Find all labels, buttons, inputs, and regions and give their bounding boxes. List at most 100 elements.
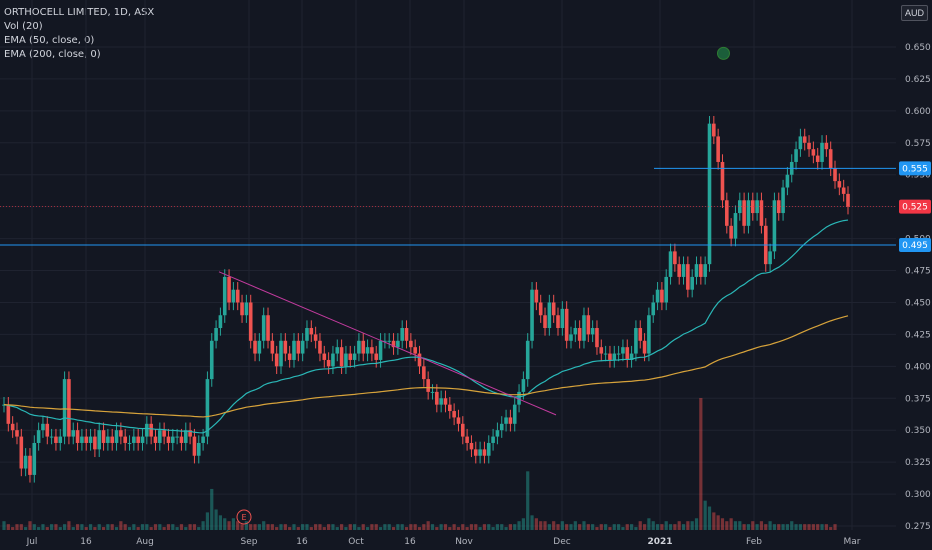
candle-body: [564, 308, 569, 341]
candle: [365, 339, 370, 362]
volume-bar: [378, 527, 383, 530]
candle-body: [465, 436, 469, 443]
candle-body: [313, 334, 318, 341]
candle: [621, 339, 625, 362]
currency-button[interactable]: AUD: [900, 5, 928, 21]
volume-bar: [75, 524, 80, 530]
candle-body: [218, 315, 223, 329]
price-tag-box: [899, 161, 931, 176]
candle-body: [413, 347, 417, 354]
volume-bar: [681, 524, 686, 530]
volume-bar: [413, 524, 417, 530]
volume-bar: [391, 527, 396, 530]
candle: [551, 294, 556, 323]
volume-bar: [565, 524, 569, 530]
volume-bar: [352, 524, 357, 530]
volume-bar: [556, 524, 560, 530]
candle-body: [608, 353, 612, 360]
x-tick-label: Sep: [241, 537, 258, 547]
candle-body: [335, 347, 340, 354]
volume-bar: [625, 524, 629, 530]
candle: [344, 345, 348, 374]
volume-bar: [651, 521, 655, 530]
volume-bar: [132, 524, 136, 530]
candle-body: [322, 353, 327, 360]
y-tick-label: 0.400: [905, 362, 931, 372]
candle-body: [196, 442, 201, 456]
candle: [439, 390, 443, 413]
volume-bar: [2, 521, 6, 530]
volume-bar: [604, 524, 608, 530]
volume-bar: [543, 521, 547, 530]
volume-bar: [41, 524, 45, 530]
volume-bar: [240, 524, 244, 530]
candle: [465, 428, 469, 451]
volume-bar: [370, 524, 374, 530]
legend-title[interactable]: ORTHOCELL LIMITED, 1D, ASX: [4, 7, 155, 18]
candle: [448, 396, 452, 419]
candle-body: [586, 315, 591, 335]
candle: [629, 345, 634, 368]
y-tick-label: 0.600: [905, 107, 931, 117]
volume-bar: [759, 521, 764, 530]
volume-bar: [19, 524, 23, 530]
volume-bar: [314, 524, 318, 530]
candle-body: [534, 289, 539, 303]
candle-body: [357, 340, 361, 354]
candle-body: [660, 289, 664, 303]
candle: [84, 428, 89, 451]
candle: [313, 326, 318, 349]
candle: [171, 428, 175, 451]
candle: [292, 333, 296, 368]
volume-bar: [140, 524, 145, 530]
candle: [179, 428, 184, 451]
candle-body: [681, 264, 686, 277]
volume-bar: [668, 524, 673, 530]
candle: [158, 422, 162, 451]
volume-bar: [474, 524, 478, 530]
volume-bar: [383, 524, 387, 530]
volume-bar: [586, 524, 590, 530]
volume-bar: [591, 524, 595, 530]
candle: [586, 307, 591, 343]
candle: [97, 422, 102, 458]
candle: [32, 435, 37, 483]
candle-body: [720, 161, 725, 201]
candle: [409, 333, 413, 355]
price-tag: 0.525: [899, 199, 931, 214]
candle-body: [525, 340, 530, 380]
volume-bar: [452, 524, 456, 530]
volume-bar: [582, 521, 586, 530]
candle-body: [802, 136, 807, 143]
candle-body: [694, 264, 699, 277]
x-tick-label: Oct: [348, 537, 364, 547]
candle-body: [508, 417, 513, 424]
volume-bar: [781, 524, 785, 530]
volume-bar: [11, 527, 15, 530]
volume-bar: [340, 524, 344, 530]
candle-body: [205, 379, 210, 437]
volume-bar: [426, 521, 430, 530]
candle-body: [231, 289, 236, 303]
legend-vol[interactable]: Vol (20): [4, 21, 43, 32]
candle: [400, 320, 404, 349]
candle: [374, 345, 379, 368]
volume-bar: [97, 524, 101, 530]
legend-ema200[interactable]: EMA (200, close, 0): [4, 49, 101, 60]
candle: [781, 179, 785, 221]
earnings-up-icon: [716, 46, 730, 60]
candle: [686, 256, 690, 298]
volume-bars: [2, 398, 837, 530]
candle-body: [387, 340, 392, 342]
candle: [668, 243, 673, 285]
volume-bar: [409, 524, 413, 530]
volume-bar: [236, 521, 240, 530]
candle: [785, 167, 790, 196]
candle: [707, 115, 712, 272]
volume-bar: [617, 524, 621, 530]
candle: [383, 333, 387, 349]
chart-legend: ORTHOCELL LIMITED, 1D, ASX Vol (20) EMA …: [4, 6, 154, 62]
legend-ema50[interactable]: EMA (50, close, 0): [4, 35, 95, 46]
volume-bar: [699, 398, 703, 530]
